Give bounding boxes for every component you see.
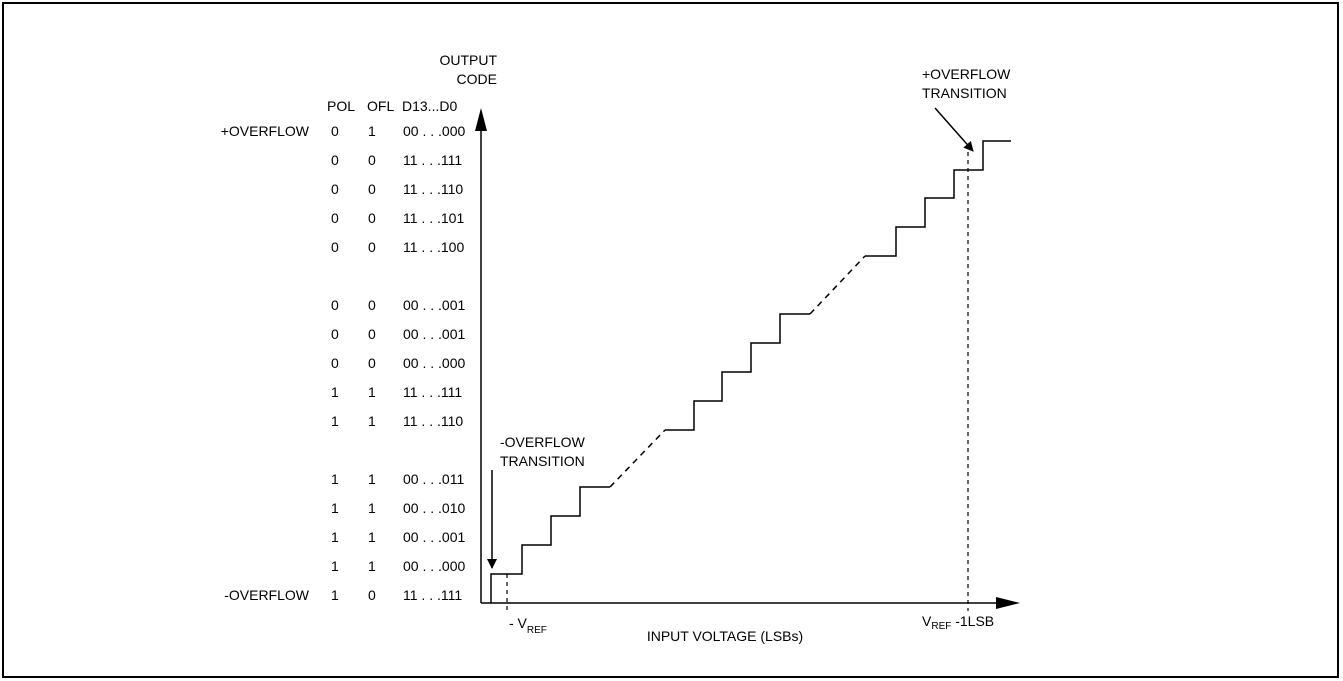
row-code: 11 . . .110 bbox=[403, 413, 463, 429]
row-ofl: 0 bbox=[368, 326, 376, 342]
row-9: 1 1 11 . . .110 bbox=[331, 413, 463, 429]
row-ofl: 1 bbox=[368, 123, 376, 139]
row-ofl: 0 bbox=[368, 239, 376, 255]
y-axis-arrowhead bbox=[475, 108, 487, 131]
y-axis-title-line2: CODE bbox=[457, 71, 497, 87]
row-pol: 1 bbox=[331, 587, 339, 603]
row-code: 00 . . .001 bbox=[403, 326, 465, 342]
row-11: 1 1 00 . . .010 bbox=[331, 500, 465, 516]
row-14: -OVERFLOW 1 0 11 . . .111 bbox=[224, 587, 462, 603]
row-pol: 0 bbox=[331, 355, 339, 371]
row-code: 00 . . .000 bbox=[403, 123, 465, 139]
neg-overflow-label-line2: TRANSITION bbox=[500, 453, 585, 469]
row-code: 00 . . .000 bbox=[403, 558, 465, 574]
col-header-pol: POL bbox=[327, 98, 355, 114]
row-code: 11 . . .111 bbox=[403, 587, 462, 603]
row-pol: 1 bbox=[331, 529, 339, 545]
x-tick-neg-vref-sub: REF bbox=[527, 625, 547, 636]
row-pol: 0 bbox=[331, 181, 339, 197]
row-12: 1 1 00 . . .001 bbox=[331, 529, 465, 545]
row-code: 00 . . .000 bbox=[403, 355, 465, 371]
row-pol: 1 bbox=[331, 558, 339, 574]
staircase-upper bbox=[865, 140, 1011, 257]
row-pol: 0 bbox=[331, 210, 339, 226]
row-ofl: 1 bbox=[368, 558, 376, 574]
row-code: 11 . . .111 bbox=[403, 152, 462, 168]
neg-overflow-label-line1: -OVERFLOW bbox=[500, 434, 586, 450]
x-tick-neg-vref-main: - V bbox=[509, 615, 528, 631]
row-5: 0 0 00 . . .001 bbox=[331, 297, 465, 313]
x-tick-pos-vref-sub: REF bbox=[931, 621, 951, 632]
x-tick-pos-vref-main: V bbox=[922, 613, 932, 629]
row-pol: 0 bbox=[331, 239, 339, 255]
x-axis-arrowhead bbox=[996, 597, 1020, 609]
row-pol: 0 bbox=[331, 152, 339, 168]
pos-overflow-label-line2: TRANSITION bbox=[922, 85, 1007, 101]
row-0: +OVERFLOW 0 1 00 . . .000 bbox=[221, 123, 466, 139]
x-tick-pos-vref: VREF -1LSB bbox=[922, 613, 994, 632]
row-label: +OVERFLOW bbox=[221, 123, 310, 139]
row-ofl: 0 bbox=[368, 210, 376, 226]
row-ofl: 0 bbox=[368, 181, 376, 197]
row-code: 11 . . .111 bbox=[403, 384, 462, 400]
row-10: 1 1 00 . . .011 bbox=[331, 471, 464, 487]
row-2: 0 0 11 . . .110 bbox=[331, 181, 463, 197]
staircase-middle bbox=[665, 313, 810, 431]
row-ofl: 0 bbox=[368, 587, 376, 603]
row-pol: 0 bbox=[331, 326, 339, 342]
row-pol: 0 bbox=[331, 123, 339, 139]
transfer-staircase bbox=[490, 140, 1011, 603]
staircase-middle-gap bbox=[809, 255, 866, 315]
row-pol: 1 bbox=[331, 471, 339, 487]
row-label: -OVERFLOW bbox=[224, 587, 310, 603]
row-ofl: 1 bbox=[368, 471, 376, 487]
pos-overflow-arrow bbox=[934, 107, 974, 152]
staircase-lower-gap bbox=[609, 429, 666, 488]
row-code: 00 . . .001 bbox=[403, 297, 465, 313]
row-ofl: 0 bbox=[368, 297, 376, 313]
x-axis-title: INPUT VOLTAGE (LSBs) bbox=[647, 628, 803, 644]
row-ofl: 1 bbox=[368, 500, 376, 516]
row-7: 0 0 00 . . .000 bbox=[331, 355, 465, 371]
x-tick-neg-vref: - VREF bbox=[509, 615, 547, 636]
row-code: 00 . . .001 bbox=[403, 529, 465, 545]
row-pol: 1 bbox=[331, 384, 339, 400]
y-axis-title-line1: OUTPUT bbox=[439, 52, 497, 68]
row-code: 11 . . .110 bbox=[403, 181, 463, 197]
row-ofl: 1 bbox=[368, 529, 376, 545]
col-header-data: D13...D0 bbox=[402, 98, 457, 114]
row-13: 1 1 00 . . .000 bbox=[331, 558, 465, 574]
row-ofl: 1 bbox=[368, 413, 376, 429]
row-3: 0 0 11 . . .101 bbox=[331, 210, 464, 226]
row-code: 11 . . .100 bbox=[403, 239, 464, 255]
row-1: 0 0 11 . . .111 bbox=[331, 152, 462, 168]
row-pol: 0 bbox=[331, 297, 339, 313]
pos-overflow-label-line1: +OVERFLOW bbox=[922, 66, 1011, 82]
staircase-lower bbox=[490, 486, 610, 603]
row-pol: 1 bbox=[331, 413, 339, 429]
row-4: 0 0 11 . . .100 bbox=[331, 239, 464, 255]
col-header-ofl: OFL bbox=[367, 98, 394, 114]
row-pol: 1 bbox=[331, 500, 339, 516]
row-code: 00 . . .010 bbox=[403, 500, 465, 516]
row-ofl: 0 bbox=[368, 152, 376, 168]
row-8: 1 1 11 . . .111 bbox=[331, 384, 462, 400]
x-tick-pos-vref-suffix: -1LSB bbox=[951, 613, 994, 629]
row-ofl: 1 bbox=[368, 384, 376, 400]
row-6: 0 0 00 . . .001 bbox=[331, 326, 465, 342]
row-ofl: 0 bbox=[368, 355, 376, 371]
row-code: 00 . . .011 bbox=[403, 471, 464, 487]
row-code: 11 . . .101 bbox=[403, 210, 464, 226]
